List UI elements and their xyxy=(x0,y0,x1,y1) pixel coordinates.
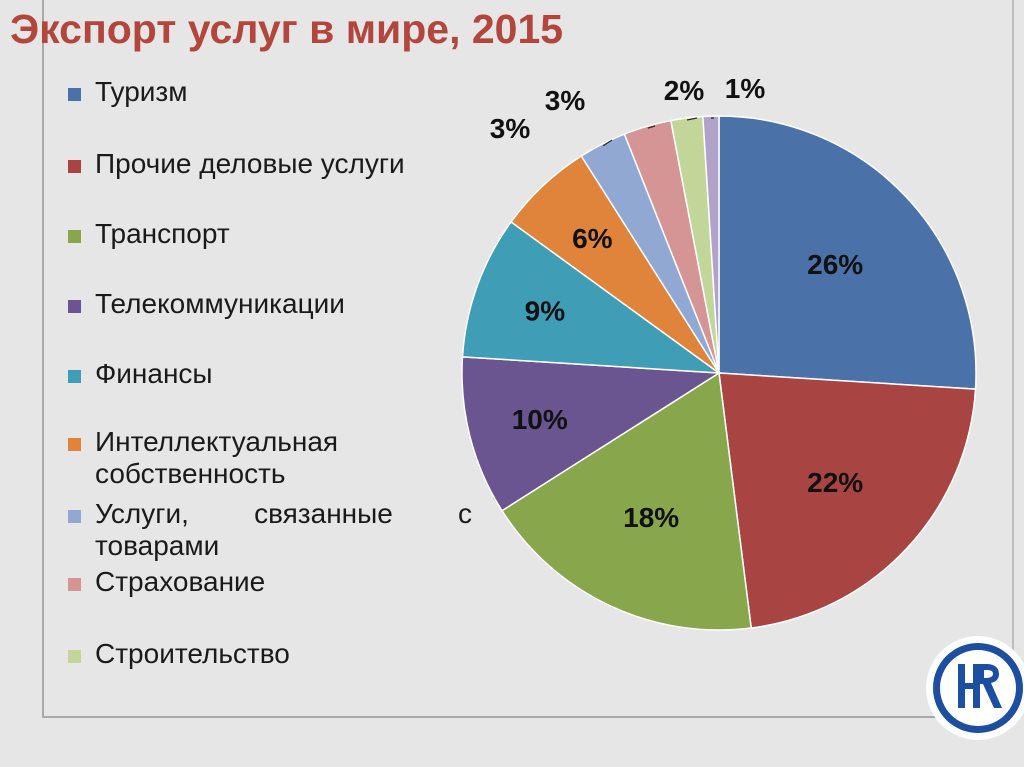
leader-line xyxy=(602,139,613,147)
legend-swatch xyxy=(68,438,81,451)
legend-swatch xyxy=(68,160,81,173)
pie-slice xyxy=(718,115,977,390)
leader-line xyxy=(647,125,656,129)
data-label: 26% xyxy=(807,249,863,280)
legend-item-transport: Транспорт xyxy=(68,218,472,250)
legend-item-tourism: Туризм xyxy=(68,76,472,108)
data-label: 10% xyxy=(512,404,568,435)
legend-swatch xyxy=(68,300,81,313)
slide-frame xyxy=(42,0,1014,718)
data-label: 2% xyxy=(664,75,705,106)
legend-item-construction: Строительство xyxy=(68,638,472,670)
data-label: 3% xyxy=(490,113,531,144)
legend-item-goods: Услуги, связанные с товарами xyxy=(68,498,472,562)
legend-label: Строительство xyxy=(95,638,290,669)
pie-slice xyxy=(461,356,722,512)
legend-label: Прочие деловые услуги xyxy=(95,148,405,179)
legend-swatch xyxy=(68,578,81,591)
legend-label: Туризм xyxy=(95,76,188,107)
data-label: 6% xyxy=(572,223,613,254)
leader-line xyxy=(686,117,698,121)
legend-label: Интеллектуальная собственность xyxy=(95,426,339,489)
data-label: 9% xyxy=(525,295,566,326)
chart-title: Экспорт услуг в мире, 2015 xyxy=(10,6,564,52)
legend-swatch xyxy=(68,370,81,383)
pie-slice xyxy=(461,220,722,374)
pie-slice xyxy=(718,372,977,629)
legend-label: Телекоммуникации xyxy=(95,288,345,319)
pie-slice xyxy=(702,115,720,374)
legend-label: Страхование xyxy=(95,566,266,597)
legend-item-insurance: Страхование xyxy=(68,566,472,598)
legend-swatch xyxy=(68,650,81,663)
legend-label: Транспорт xyxy=(95,218,230,249)
pie-slice xyxy=(500,371,753,631)
data-label: 18% xyxy=(623,502,679,533)
data-label: 1% xyxy=(725,73,766,104)
data-label: 22% xyxy=(807,467,863,498)
legend-swatch xyxy=(68,230,81,243)
legend-item-telecom: Телекоммуникации xyxy=(68,288,472,320)
hse-logo xyxy=(926,636,1024,740)
legend-item-business: Прочие деловые услуги xyxy=(68,148,472,180)
legend-item-ip: Интеллектуальная собственность xyxy=(68,426,472,490)
legend-label: Услуги, связанные с товарами xyxy=(95,498,472,561)
legend-label: Финансы xyxy=(95,358,213,389)
legend-item-finance: Финансы xyxy=(68,358,472,390)
data-label: 3% xyxy=(545,85,586,116)
legend-swatch xyxy=(68,88,81,101)
legend-swatch xyxy=(68,510,81,523)
